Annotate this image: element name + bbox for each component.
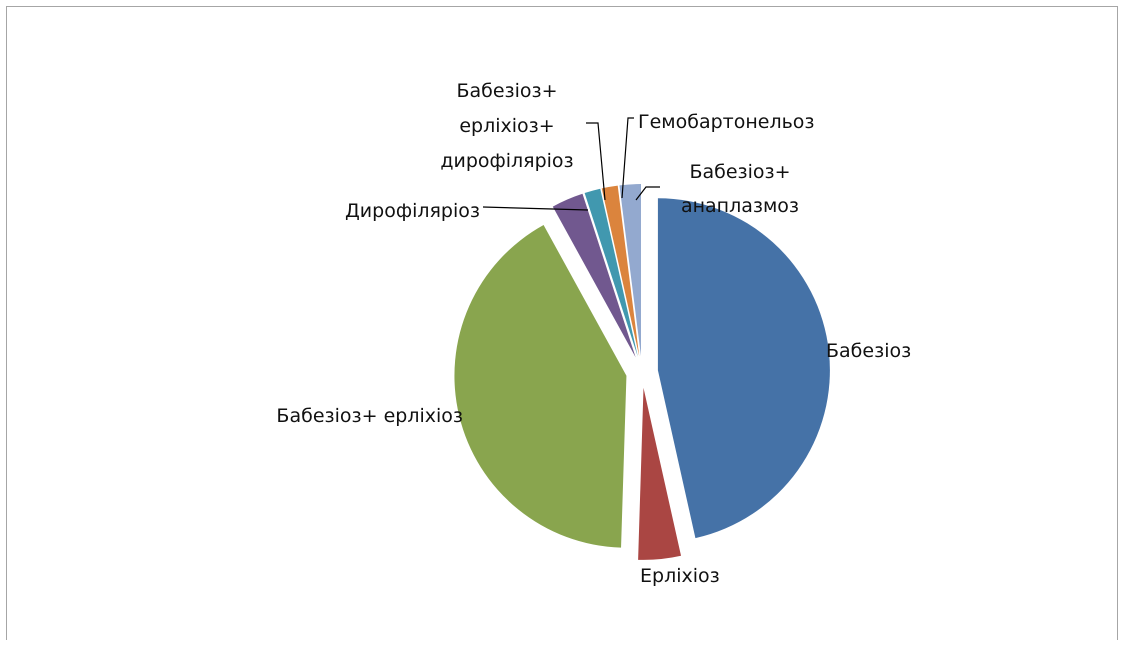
slice-label-babesiosis-ehrlichiosis-dirofilariasis-3: дирофіляріоз: [440, 150, 573, 172]
pie-slice-babesiosis-ehrlichiosis: [454, 225, 627, 548]
pie-slice-babesiosis-ehrlichiosis-dirofilariasis: [584, 188, 638, 357]
slice-label-babesiosis-ehrlichiosis: Бабезіоз+ ерліхіоз: [276, 405, 463, 427]
slice-label-babesiosis-anaplasmosis-2: анаплазмоз: [681, 195, 799, 217]
pie-slice-dirofilariasis: [552, 193, 636, 358]
slice-label-ehrlichiosis: Ерліхіоз: [640, 565, 720, 587]
slice-label-babesiosis-ehrlichiosis-dirofilariasis-2: ерліхіоз+: [459, 115, 554, 137]
pie-slice-hemobartonellosis: [601, 185, 640, 357]
slice-label-babesiosis-anaplasmosis-1: Бабезіоз+: [689, 161, 790, 183]
pie-slice-babesiosis: [657, 198, 830, 539]
slice-label-babesiosis-ehrlichiosis-dirofilariasis-1: Бабезіоз+: [456, 80, 557, 102]
pie-slice-ehrlichiosis: [638, 387, 682, 560]
slice-label-babesiosis: Бабезіоз: [826, 340, 911, 362]
leader-babesiosis-ehrlichiosis-dirofilariasis: [586, 122, 606, 201]
slice-label-hemobartonellosis: Гемобартонельоз: [638, 111, 815, 133]
leader-dirofilariasis: [482, 206, 589, 211]
slice-label-dirofilariasis: Дирофіляріоз: [345, 200, 480, 222]
leader-hemobartonellosis: [621, 117, 634, 199]
pie-slice-babesiosis-anaplasmosis: [619, 184, 641, 357]
leader-babesiosis-anaplasmosis: [635, 186, 660, 201]
